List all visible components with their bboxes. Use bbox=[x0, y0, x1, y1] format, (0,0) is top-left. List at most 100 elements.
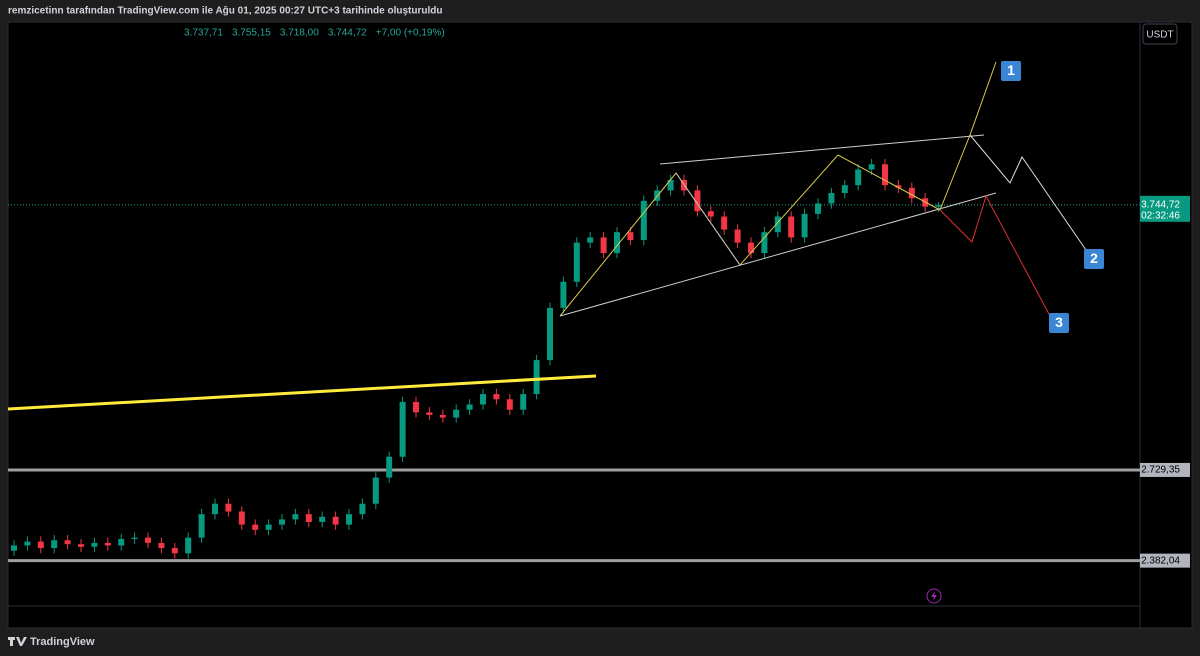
candle-body bbox=[573, 242, 580, 282]
candle-body bbox=[359, 503, 366, 515]
price-label-bg bbox=[1140, 462, 1190, 477]
candle-body bbox=[667, 179, 674, 191]
price-label: 2.729,35 bbox=[1141, 465, 1180, 476]
annotation: 3 bbox=[1055, 314, 1063, 330]
candle-body bbox=[212, 503, 218, 515]
alert-bolt bbox=[931, 591, 937, 601]
label-box bbox=[1001, 61, 1021, 81]
candle-body bbox=[439, 414, 446, 418]
label-box bbox=[1084, 249, 1104, 269]
chart-area bbox=[7, 21, 1193, 629]
price-label-bg bbox=[1140, 553, 1190, 568]
projection-2 bbox=[969, 134, 1087, 251]
candle-body bbox=[198, 514, 205, 538]
candle-body bbox=[761, 232, 768, 254]
candle-body bbox=[908, 187, 915, 199]
candle-body bbox=[24, 541, 31, 546]
candle-body bbox=[11, 545, 17, 551]
candle-body bbox=[252, 524, 259, 530]
trend-line bbox=[7, 374, 597, 411]
candle-body bbox=[734, 229, 741, 243]
candle-body bbox=[533, 360, 540, 395]
candle-body bbox=[78, 544, 84, 547]
candle-body bbox=[493, 394, 500, 400]
header: remzicetinn tarafından TradingView.com i… bbox=[8, 6, 442, 17]
annotation-boxes: 1 2 3 bbox=[1001, 61, 1104, 333]
logo bbox=[8, 637, 27, 646]
candle-body bbox=[372, 477, 379, 504]
candle-body bbox=[131, 537, 138, 539]
candle-body bbox=[37, 541, 44, 549]
candle-body bbox=[480, 394, 486, 405]
candle-body bbox=[721, 216, 728, 230]
channel-top bbox=[659, 134, 985, 165]
legend-value: 3.744,72 bbox=[328, 28, 367, 39]
annotation: 1 bbox=[1007, 62, 1015, 78]
candle-body bbox=[748, 242, 754, 254]
candle-body bbox=[547, 307, 553, 361]
candle-body bbox=[426, 412, 433, 415]
currency[interactable]: USDT bbox=[1146, 30, 1173, 41]
candle-body bbox=[118, 538, 125, 546]
candle-body bbox=[265, 524, 272, 530]
candle-body bbox=[506, 399, 513, 410]
countdown: 02:32:46 bbox=[1141, 210, 1180, 221]
candle-body bbox=[841, 185, 848, 194]
candle-body bbox=[51, 540, 58, 549]
candle-body bbox=[399, 401, 406, 457]
candle-body bbox=[828, 193, 835, 204]
candle-body bbox=[292, 514, 299, 520]
candle-body bbox=[868, 164, 875, 170]
candle-body bbox=[614, 232, 620, 254]
candle-body bbox=[104, 542, 111, 546]
candle-body bbox=[935, 204, 942, 207]
candle-body bbox=[346, 514, 352, 525]
legend-value: 3.718,00 bbox=[280, 28, 319, 39]
candle-body bbox=[171, 548, 178, 554]
candle-body bbox=[801, 213, 808, 238]
candle-body bbox=[694, 190, 701, 212]
candle-body bbox=[453, 409, 460, 418]
candle-body bbox=[895, 185, 902, 188]
currency-button[interactable] bbox=[1142, 23, 1178, 45]
legend-value: +7,00 (+0,19%) bbox=[376, 28, 445, 39]
candle-body bbox=[91, 542, 98, 547]
price-label: 3.744,72 bbox=[1141, 199, 1180, 210]
candle-body bbox=[158, 542, 165, 549]
candle-body bbox=[413, 401, 419, 413]
candle-body bbox=[627, 232, 634, 241]
candle-body bbox=[319, 516, 326, 522]
alert-icon[interactable] bbox=[926, 588, 942, 604]
candle-body bbox=[466, 404, 473, 410]
candle-body bbox=[707, 211, 714, 217]
channel-leg bbox=[675, 172, 741, 266]
candle-body bbox=[640, 200, 647, 241]
candle-body bbox=[882, 164, 888, 186]
price-label-bg bbox=[1140, 195, 1190, 222]
candle-body bbox=[386, 456, 393, 478]
price-label: 2.382,04 bbox=[1141, 555, 1180, 566]
candle-body bbox=[64, 540, 71, 545]
candle-body bbox=[587, 237, 594, 243]
candle-body bbox=[600, 237, 607, 254]
legend-value: 3.755,15 bbox=[232, 28, 271, 39]
candle-body bbox=[305, 514, 312, 522]
ohlc-legend: 3.737,71 3.755,15 3.718,00 3.744,72 +7,00 (+… bbox=[184, 28, 445, 39]
candle-body bbox=[185, 537, 192, 554]
channel-bottom bbox=[559, 192, 997, 317]
candle-body bbox=[279, 519, 285, 525]
candle-body bbox=[560, 281, 567, 308]
candle-body bbox=[225, 503, 232, 512]
candle-body bbox=[332, 516, 339, 525]
candle-body bbox=[145, 537, 151, 543]
drawings bbox=[7, 61, 1087, 411]
candle-body bbox=[520, 394, 527, 410]
candle-body bbox=[815, 203, 821, 214]
candle-body bbox=[855, 169, 862, 186]
annotation: 2 bbox=[1090, 250, 1098, 266]
candle-body bbox=[788, 216, 795, 238]
label-box bbox=[1049, 313, 1069, 333]
projection-3 bbox=[939, 194, 1051, 317]
legend-value: 3.737,71 bbox=[184, 28, 223, 39]
